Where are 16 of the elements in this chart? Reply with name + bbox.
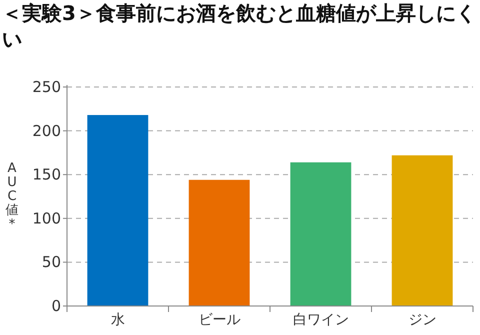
y-axis-title: AUC値* — [6, 161, 18, 232]
x-tick-label: 水 — [110, 312, 125, 328]
bar — [188, 180, 250, 306]
y-tick-label: 250 — [32, 78, 61, 96]
x-tick-label: 白ワイン — [292, 312, 349, 328]
bar — [87, 115, 148, 306]
chart-title: ＜実験3＞食事前にお酒を飲むと血糖値が上昇しにくい — [2, 0, 477, 52]
bar — [290, 162, 352, 306]
bar — [392, 155, 453, 306]
y-tick-label: 0 — [51, 297, 61, 315]
x-tick-label: ジン — [408, 312, 436, 328]
y-tick-label: 200 — [32, 122, 61, 140]
x-tick-label: ビール — [198, 312, 240, 328]
y-tick-label: 50 — [42, 253, 61, 272]
y-tick-label: 150 — [32, 166, 61, 184]
y-tick-label: 100 — [32, 209, 61, 228]
